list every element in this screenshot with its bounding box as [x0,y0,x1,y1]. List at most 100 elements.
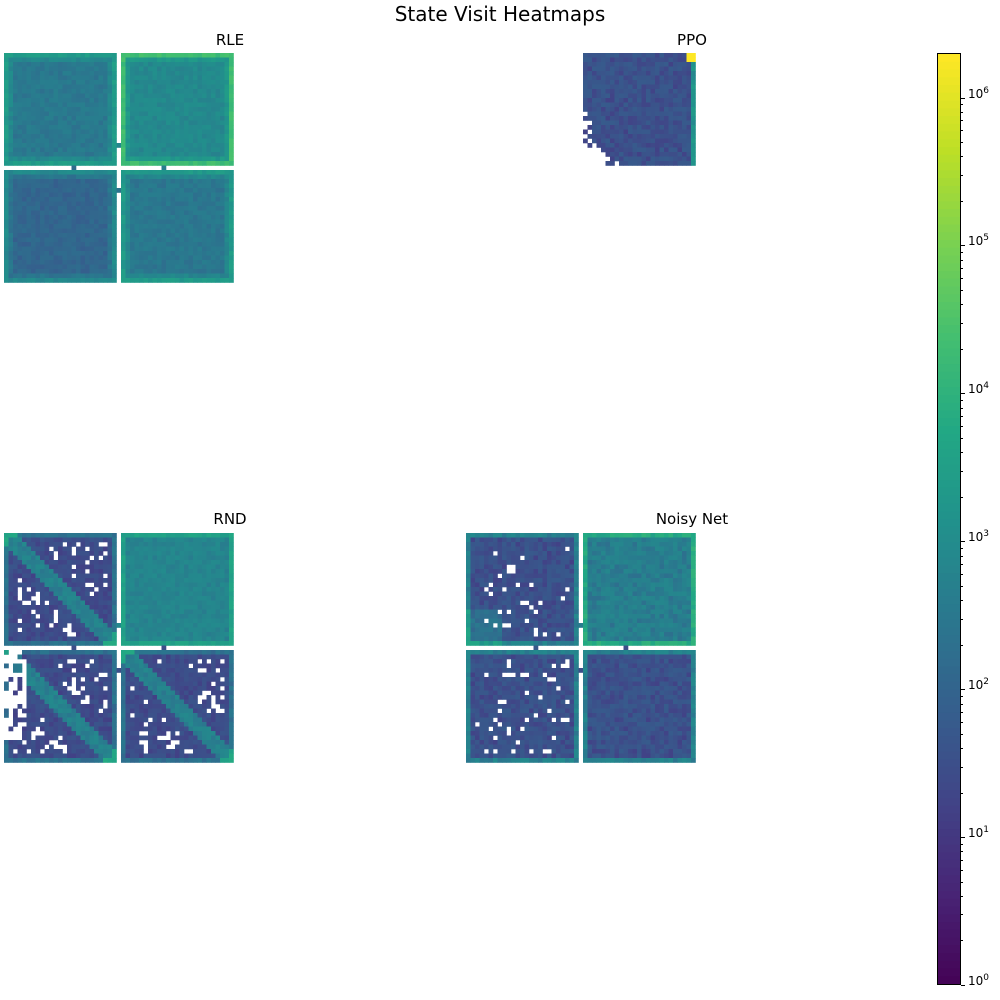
heatmap-cell [170,62,176,67]
heatmap-cell [197,564,203,570]
heatmap-cell [31,569,36,574]
heatmap-cell [62,219,68,225]
heatmap-cell [49,53,54,58]
heatmap-cell [134,161,140,166]
heatmap-cell [103,618,108,624]
heatmap-cell [188,228,194,234]
heatmap-cell [85,197,90,202]
heatmap-cell [8,242,14,247]
heatmap-cell [76,600,81,606]
heatmap-cell [40,560,45,565]
heatmap-cell [655,147,660,153]
heatmap-cell [85,641,90,646]
heatmap-cell [62,66,68,72]
heatmap-cell [76,152,81,157]
heatmap-cell [112,255,117,261]
heatmap-cell [130,555,135,561]
heatmap-cell [53,57,59,63]
heatmap-cell [197,98,203,103]
heatmap-cell [628,57,633,63]
heatmap-cell [40,170,45,175]
heatmap-cell [224,102,230,108]
heatmap-cell [67,210,72,216]
heatmap-cell [80,251,86,256]
heatmap-cell [31,129,36,135]
heatmap-cell [35,537,41,543]
heatmap-cell [40,215,45,220]
heatmap-cell [4,681,9,687]
heatmap-cell [220,210,225,216]
heatmap-cell [44,57,50,63]
heatmap-cell [170,143,176,148]
heatmap-cell [44,89,50,94]
heatmap-cell [161,587,167,592]
heatmap-cell [35,183,41,189]
heatmap-cell [152,708,158,714]
heatmap-cell [668,156,674,162]
heatmap-cell [650,75,656,81]
heatmap-cell [31,120,36,126]
heatmap-cell [659,138,665,144]
heatmap-cell [8,564,14,570]
heatmap-cell [8,582,14,588]
heatmap-cell [161,147,167,153]
heatmap-cell [202,564,207,570]
heatmap-cell [85,242,90,247]
heatmap-cell [8,206,14,211]
heatmap-cell [94,197,99,202]
heatmap-cell [107,264,113,270]
heatmap-cell [98,134,104,139]
heatmap-cell [125,183,131,189]
heatmap-cell [22,623,27,628]
heatmap-cell [592,134,597,139]
heatmap-cell [197,591,203,597]
heatmap-cell [103,264,108,270]
heatmap-cell [224,672,230,678]
heatmap-cell [157,269,162,274]
heatmap-cell [98,264,104,270]
heatmap-cell [148,686,153,691]
heatmap-cell [107,251,113,256]
heatmap-cell [202,251,207,256]
heatmap-cell [53,587,59,592]
heatmap-cell [161,623,167,628]
heatmap-cell [143,188,149,193]
heatmap-cell [220,699,225,705]
heatmap-cell [211,242,216,247]
heatmap-cell [691,57,696,63]
heatmap-cell [125,152,131,157]
heatmap-cell [143,71,149,76]
heatmap-cell [605,57,611,63]
heatmap-cell [659,120,665,126]
heatmap-cell [143,93,149,99]
heatmap-cell [215,569,221,574]
heatmap-cell [80,546,86,552]
heatmap-cell [641,71,647,76]
heatmap-cell [152,71,158,76]
heatmap-cell [49,690,54,696]
heatmap-cell [121,677,126,682]
heatmap-cell [125,533,131,538]
heatmap-cell [224,255,230,261]
heatmap-cell [112,111,117,117]
heatmap-cell [26,278,32,283]
heatmap-cell [139,668,144,673]
heatmap-cell [592,98,597,103]
heatmap-cell [193,264,198,270]
heatmap-cell [152,219,158,225]
heatmap-cell [148,53,153,58]
heatmap-cell [188,537,194,543]
heatmap-cell [139,84,144,90]
heatmap-cell [112,188,117,193]
heatmap-cell [76,107,81,112]
heatmap-cell [157,242,162,247]
heatmap-cell [224,560,230,565]
heatmap-cell [166,111,171,117]
heatmap-cell [184,201,189,207]
heatmap-cell [148,668,153,673]
heatmap-cell [188,89,194,94]
heatmap-cell [610,80,615,85]
heatmap-cell [628,66,633,72]
heatmap-cell [161,165,167,171]
heatmap-cell [143,690,149,696]
